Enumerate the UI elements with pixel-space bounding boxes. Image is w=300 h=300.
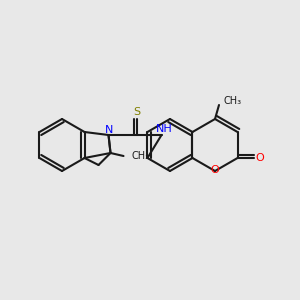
Text: CH₃: CH₃ [131, 151, 150, 161]
Text: O: O [255, 153, 264, 163]
Text: N: N [105, 125, 114, 135]
Text: O: O [211, 165, 219, 175]
Text: S: S [133, 107, 140, 117]
Text: NH: NH [156, 124, 173, 134]
Text: CH₃: CH₃ [224, 96, 242, 106]
